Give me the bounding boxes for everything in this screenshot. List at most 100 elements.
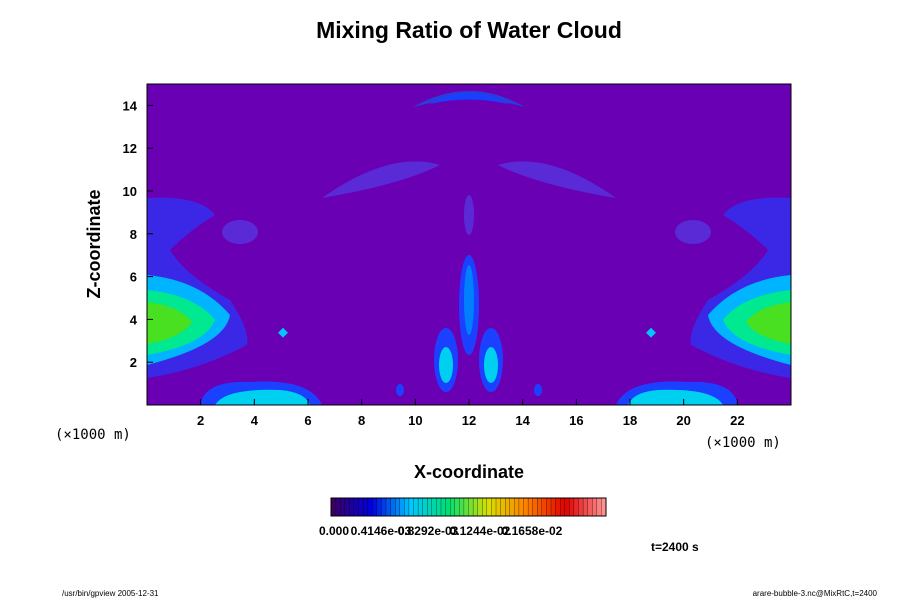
colorbar-cell [468, 497, 474, 517]
heatmap-field [147, 91, 791, 405]
x-tick-label: 20 [676, 413, 690, 428]
speckle [646, 327, 656, 338]
colorbar-tick-label: 0.000 [319, 524, 349, 538]
x-unit-right: (×1000 m) [705, 435, 781, 451]
y-axis-title: Z-coordinate [84, 189, 104, 298]
colorbar-cell [537, 497, 543, 517]
colorbar [330, 497, 607, 517]
colorbar-cell [587, 497, 593, 517]
y-tick-label: 14 [123, 98, 138, 113]
colorbar-cell [582, 497, 589, 517]
colorbar-cell [417, 497, 424, 517]
upper-arc-core [430, 93, 508, 104]
speckle [396, 384, 404, 396]
colorbar-cell [459, 497, 465, 517]
blob-left [222, 220, 258, 244]
lower-right-inner [484, 347, 498, 383]
anvil-right [498, 161, 616, 198]
x-tick-label: 18 [623, 413, 637, 428]
y-tick-label: 6 [130, 270, 137, 285]
colorbar-cell [422, 497, 428, 517]
colorbar-cell [390, 497, 396, 517]
colorbar-cell [440, 497, 447, 517]
colorbar-cell [330, 497, 337, 517]
colorbar-cell [505, 497, 511, 517]
colorbar-cell [404, 497, 410, 517]
speckle [278, 327, 288, 338]
colorbar-cell [427, 497, 433, 517]
colorbar-cell [596, 497, 602, 517]
surface-left-inner [215, 389, 310, 405]
plot-area [147, 84, 791, 405]
y-tick-label: 12 [123, 141, 137, 156]
left-lobe-core [147, 302, 192, 344]
colorbar-cell [463, 497, 469, 517]
colorbar-cell [500, 497, 506, 517]
x-tick-label: 12 [462, 413, 476, 428]
x-unit-left: (×1000 m) [55, 427, 131, 443]
lower-left-inner [439, 347, 453, 383]
colorbar-cell [509, 497, 515, 517]
colorbar-tick-label: 0.4146e-03 [351, 524, 412, 538]
colorbar-cell [450, 497, 456, 517]
colorbar-cell [546, 497, 552, 517]
colorbar-cell [454, 497, 460, 517]
colorbar-cell [381, 497, 387, 517]
colorbar-cell [569, 497, 575, 517]
x-tick-label: 10 [408, 413, 422, 428]
footer-left: /usr/bin/gpview 2005-12-31 [62, 589, 159, 598]
colorbar-cell [340, 497, 346, 517]
footer-right: arare-bubble-3.nc@MixRtC,t=2400 [753, 589, 878, 598]
colorbar-frame [330, 497, 607, 517]
colorbar-cell [472, 497, 479, 517]
colorbar-cell [550, 497, 557, 517]
colorbar-cell [358, 497, 364, 517]
colorbar-cell [413, 497, 419, 517]
x-tick-label: 2 [197, 413, 204, 428]
colorbar-cell [362, 497, 369, 517]
colorbar-cell [592, 497, 598, 517]
colorbar-tick-label: 0.1244e-02 [450, 524, 511, 538]
colorbar-labels: 0.000 0.4146e-030.8292e-030.1244e-020.165… [319, 524, 563, 538]
colorbar-cell [495, 497, 502, 517]
time-label: t=2400 s [651, 540, 699, 554]
colorbar-cell [541, 497, 547, 517]
y-tick-label: 8 [130, 227, 137, 242]
colorbar-cell [349, 497, 355, 517]
colorbar-cell [353, 497, 359, 517]
colorbar-cell [573, 497, 579, 517]
colorbar-tick-label: 0.1658e-02 [502, 524, 563, 538]
y-tick-label: 10 [123, 184, 137, 199]
colorbar-cell [482, 497, 488, 517]
x-axis: 2 4 6 8 10 12 14 16 18 20 22 [197, 399, 745, 428]
colorbar-cell [344, 497, 350, 517]
colorbar-cell [486, 497, 492, 517]
colorbar-cell [385, 497, 392, 517]
central-column-core [464, 265, 474, 335]
colorbar-cell [395, 497, 401, 517]
colorbar-cell [518, 497, 524, 517]
x-tick-label: 6 [304, 413, 311, 428]
colorbar-cell [514, 497, 520, 517]
colorbar-cell [578, 497, 584, 517]
colorbar-cell [399, 497, 405, 517]
colorbar-cell [367, 497, 373, 517]
colorbar-cell [436, 497, 442, 517]
colorbar-cell [527, 497, 534, 517]
right-lobe-core [746, 302, 791, 344]
x-tick-label: 4 [251, 413, 259, 428]
colorbar-cell [564, 497, 570, 517]
surface-right-inner [628, 389, 723, 405]
x-tick-label: 14 [515, 413, 530, 428]
x-tick-label: 8 [358, 413, 365, 428]
y-tick-label: 2 [130, 355, 137, 370]
x-tick-label: 22 [730, 413, 744, 428]
y-tick-label: 4 [130, 312, 138, 327]
colorbar-cell [372, 497, 378, 517]
colorbar-cell [555, 497, 561, 517]
colorbar-tick-label: 0.8292e-03 [398, 524, 459, 538]
colorbar-cell [408, 497, 414, 517]
x-axis-title: X-coordinate [414, 462, 524, 482]
colorbar-cell [477, 497, 483, 517]
